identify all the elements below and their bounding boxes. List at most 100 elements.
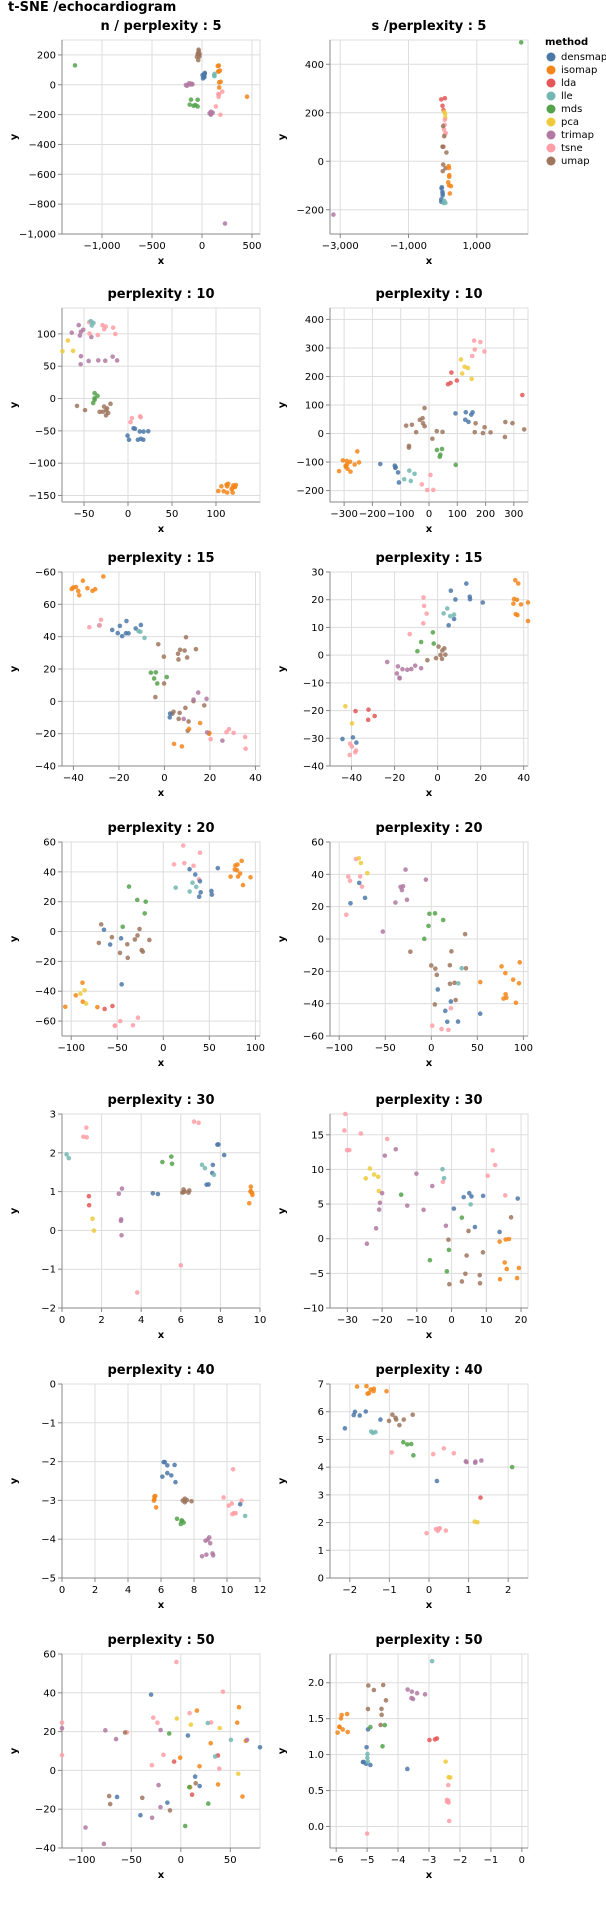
point-umap bbox=[155, 641, 161, 647]
point-tsne bbox=[231, 730, 237, 736]
point-densmap bbox=[138, 1812, 143, 1818]
y-tick-label: 0 bbox=[50, 80, 56, 91]
point-tsne bbox=[219, 89, 225, 94]
point-densmap bbox=[466, 419, 471, 425]
x-tick-label: 2 bbox=[505, 1585, 511, 1596]
point-lda bbox=[448, 380, 453, 386]
point-pca bbox=[462, 364, 467, 370]
point-tsne bbox=[221, 1495, 226, 1500]
point-trimap bbox=[400, 884, 406, 889]
y-tick-label: −40 bbox=[35, 762, 56, 773]
point-tsne bbox=[233, 1510, 238, 1516]
point-tsne bbox=[451, 1451, 457, 1456]
y-tick-label: −1 bbox=[41, 1418, 56, 1429]
y-tick-label: −40 bbox=[35, 987, 56, 998]
point-isomap bbox=[345, 1729, 351, 1735]
x-tick-label: 10 bbox=[254, 1315, 267, 1326]
point-isomap bbox=[69, 586, 74, 592]
point-mds bbox=[92, 390, 97, 396]
point-isomap bbox=[101, 574, 106, 579]
tick-labels: 0 2 4 6 8 10 −2 −1 0 1 2 3 bbox=[41, 1110, 266, 1327]
point-mds bbox=[166, 1731, 172, 1736]
point-densmap bbox=[480, 600, 486, 605]
point-umap bbox=[510, 420, 515, 426]
point-densmap bbox=[148, 1692, 154, 1697]
data-points bbox=[342, 1383, 515, 1536]
point-densmap bbox=[115, 630, 121, 636]
y-tick-label: 2 bbox=[50, 1148, 56, 1159]
point-densmap bbox=[435, 987, 441, 992]
point-umap bbox=[466, 1228, 471, 1234]
point-isomap bbox=[85, 585, 90, 591]
point-umap bbox=[98, 922, 104, 927]
point-mds bbox=[444, 1269, 450, 1274]
point-trimap bbox=[393, 900, 398, 905]
point-tsne bbox=[357, 874, 363, 879]
point-umap bbox=[383, 1698, 389, 1703]
point-tsne bbox=[424, 1530, 429, 1536]
point-densmap bbox=[187, 866, 192, 872]
point-densmap bbox=[216, 1142, 221, 1147]
point-pca bbox=[174, 1716, 180, 1721]
point-mds bbox=[382, 1722, 388, 1728]
point-densmap bbox=[141, 429, 146, 434]
point-tsne bbox=[441, 1446, 447, 1451]
page-title: t-SNE /echocardiogram bbox=[8, 0, 177, 15]
y-tick-label: 10 bbox=[311, 1165, 324, 1176]
point-isomap bbox=[518, 602, 524, 607]
point-densmap bbox=[107, 942, 113, 947]
point-umap bbox=[449, 949, 454, 954]
point-densmap bbox=[455, 1019, 461, 1024]
point-umap bbox=[96, 940, 102, 946]
legend-swatch-densmap bbox=[546, 52, 556, 62]
point-tsne bbox=[191, 1119, 197, 1124]
chart-panel-5: −40 −20 0 20 40 −40 −20 0 20 40 60 −60 perplexity : … bbox=[9, 551, 262, 799]
point-pca bbox=[356, 855, 362, 861]
point-lda bbox=[365, 717, 371, 723]
point-umap bbox=[109, 934, 115, 940]
point-trimap bbox=[86, 358, 92, 364]
point-lle bbox=[199, 1162, 205, 1168]
y-tick-label: −200 bbox=[29, 110, 56, 121]
tick-labels: −40 −20 0 20 40 −40 −20 0 20 40 60 −60 bbox=[35, 568, 262, 785]
point-mds bbox=[182, 1823, 188, 1829]
grid-lines bbox=[62, 841, 260, 1036]
point-pca bbox=[446, 1774, 451, 1780]
point-isomap bbox=[354, 1384, 360, 1389]
y-tick-label: −3 bbox=[41, 1496, 56, 1507]
point-tsne bbox=[428, 472, 433, 478]
point-umap bbox=[473, 420, 478, 426]
y-tick-label: −200 bbox=[297, 205, 324, 216]
x-tick-label: 40 bbox=[517, 773, 530, 784]
point-mds bbox=[431, 641, 437, 646]
y-tick-label: 1.0 bbox=[308, 1750, 324, 1761]
point-trimap bbox=[373, 1226, 379, 1231]
point-trimap bbox=[382, 1153, 388, 1158]
point-isomap bbox=[516, 1265, 522, 1271]
tick-labels: −100 −50 0 50 100 −60 −40 −20 0 20 40 60 bbox=[303, 838, 533, 1055]
point-lle bbox=[205, 1720, 211, 1726]
point-isomap bbox=[515, 612, 520, 618]
point-trimap bbox=[405, 1687, 410, 1692]
point-densmap bbox=[448, 588, 454, 594]
y-tick-label: 0 bbox=[50, 927, 56, 938]
point-tsne bbox=[443, 1528, 449, 1533]
grid-lines bbox=[330, 308, 528, 502]
point-mds bbox=[518, 40, 524, 45]
point-umap bbox=[167, 1808, 173, 1813]
point-umap bbox=[406, 445, 412, 450]
point-densmap bbox=[117, 623, 123, 629]
point-umap bbox=[97, 409, 102, 415]
point-tsne bbox=[161, 1752, 166, 1758]
point-mds bbox=[154, 681, 160, 686]
point-densmap bbox=[197, 1783, 202, 1789]
y-tick-label: 0 bbox=[318, 157, 324, 168]
legend-label-tsne: tsne bbox=[561, 143, 583, 154]
point-trimap bbox=[479, 1458, 484, 1463]
point-densmap bbox=[119, 982, 124, 987]
y-tick-label: 0 bbox=[50, 1226, 56, 1237]
grid-lines bbox=[330, 571, 528, 767]
point-tsne bbox=[343, 912, 349, 918]
legend-label-pca: pca bbox=[561, 117, 579, 128]
point-tsne bbox=[342, 1128, 347, 1133]
